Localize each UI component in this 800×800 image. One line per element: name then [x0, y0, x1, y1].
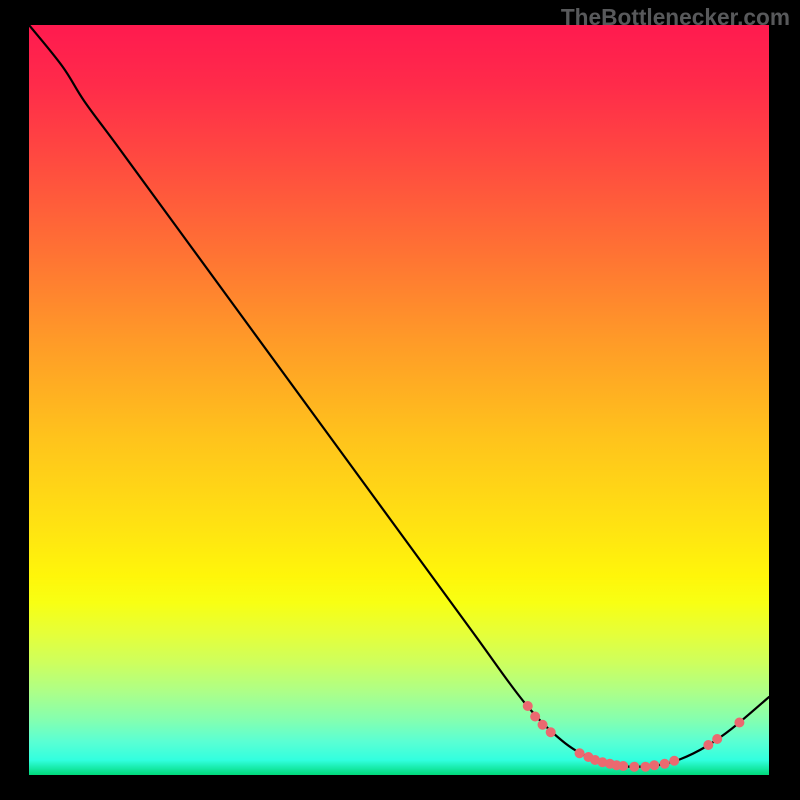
marker-dot — [734, 718, 744, 728]
marker-dot — [629, 762, 639, 772]
marker-dot — [523, 701, 533, 711]
marker-dot — [618, 761, 628, 771]
chart-container: TheBottlenecker.com — [0, 0, 800, 800]
chart-background — [29, 25, 769, 775]
marker-dot — [669, 756, 679, 766]
plot-area — [29, 25, 769, 775]
watermark-text: TheBottlenecker.com — [561, 4, 790, 31]
marker-dot — [660, 759, 670, 769]
chart-svg — [29, 25, 769, 775]
marker-dot — [649, 760, 659, 770]
marker-dot — [575, 748, 585, 758]
marker-dot — [712, 734, 722, 744]
marker-dot — [546, 727, 556, 737]
marker-dot — [538, 720, 548, 730]
marker-dot — [703, 740, 713, 750]
marker-dot — [640, 762, 650, 772]
marker-dot — [530, 712, 540, 722]
